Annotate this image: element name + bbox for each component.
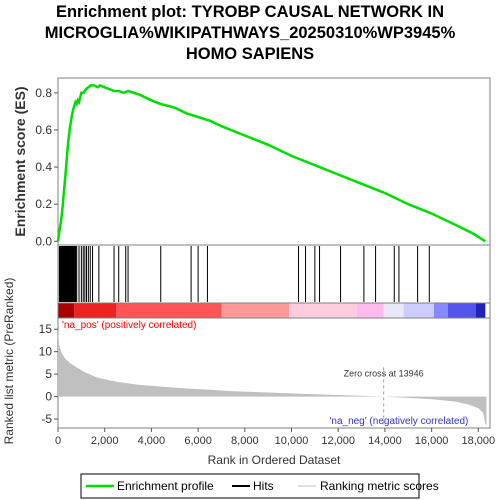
x-tick-label: 10,000 (275, 435, 309, 447)
x-tick-label: 6,000 (184, 435, 212, 447)
es-ytick-label: 0.6 (35, 123, 52, 137)
metric-frame (57, 317, 491, 429)
ranking-band-segment (221, 303, 290, 318)
x-tick-label: 14,000 (368, 435, 402, 447)
x-tick-label: 4,000 (138, 435, 166, 447)
chart-title-line-2: MICROGLIA%WIKIPATHWAYS_20250310%WP3945% (44, 24, 456, 42)
metric-ytick-label: -5 (41, 412, 52, 426)
chart-title-line-3: HOMO SAPIENS (185, 45, 315, 63)
ranking-color-band (57, 302, 491, 319)
ranking-band-segment (403, 303, 434, 318)
ranking-band-segment (116, 303, 222, 318)
legend-label: Enrichment profile (117, 479, 214, 493)
legend: Enrichment profile Hits Ranking metric sco… (80, 473, 439, 499)
legend-label: Ranking metric scores (320, 479, 439, 493)
chart-title-line-1: Enrichment plot: TYROBP CAUSAL NETWORK I… (55, 3, 445, 21)
es-ytick-label: 0.4 (35, 160, 52, 174)
metric-ytick-label: 0 (45, 390, 52, 404)
x-tick-label: 2,000 (91, 435, 119, 447)
hits-panel (57, 244, 491, 304)
legend-label: Hits (253, 479, 274, 493)
ranking-band-segment (433, 303, 448, 318)
x-axis-label: Rank in Ordered Dataset (208, 453, 341, 467)
x-axis: 0 2,000 4,000 6,000 8,000 10,000 12,000 14,000 1… (55, 428, 495, 467)
x-tick-label: 18,000 (461, 435, 495, 447)
ranking-band-segment (289, 303, 357, 318)
ranking-band-segment (383, 303, 404, 318)
metric-ytick-label: 10 (39, 345, 53, 359)
es-ylabel: Enrichment score (ES) (12, 86, 28, 236)
x-tick-label: 8,000 (231, 435, 259, 447)
es-line (56, 83, 486, 243)
pos-correlated-label: 'na_pos' (positively correlated) (62, 320, 196, 331)
ranking-band-segment (447, 303, 476, 318)
neg-correlated-label: 'na_neg' (negatively correlated) (329, 416, 468, 427)
hits-frame (57, 244, 491, 304)
x-tick-label: 0 (55, 435, 61, 447)
metric-ytick-label: 15 (39, 322, 53, 336)
metric-ytick-label: 5 (45, 367, 52, 381)
metric-ylabel: Ranked list metric (PreRanked) (2, 278, 16, 445)
es-ytick-label: 0.0 (35, 234, 52, 248)
es-ytick-label: 0.8 (35, 86, 52, 100)
x-tick-label: 12,000 (321, 435, 355, 447)
ranking-band-segment (356, 303, 384, 318)
es-ytick-label: 0.2 (35, 197, 52, 211)
chart-title: Enrichment plot: TYROBP CAUSAL NETWORK I… (0, 2, 500, 65)
enrichment-score-panel: 0.0 0.2 0.4 0.6 0.8 Enrichment score (ES) (12, 77, 491, 248)
x-tick-label: 16,000 (415, 435, 449, 447)
zero-cross-label: Zero cross at 13946 (344, 368, 424, 378)
ranking-band-segment (58, 303, 75, 318)
ranking-band-segment (475, 303, 486, 318)
es-frame (57, 77, 491, 246)
ranking-band-segment (74, 303, 117, 318)
